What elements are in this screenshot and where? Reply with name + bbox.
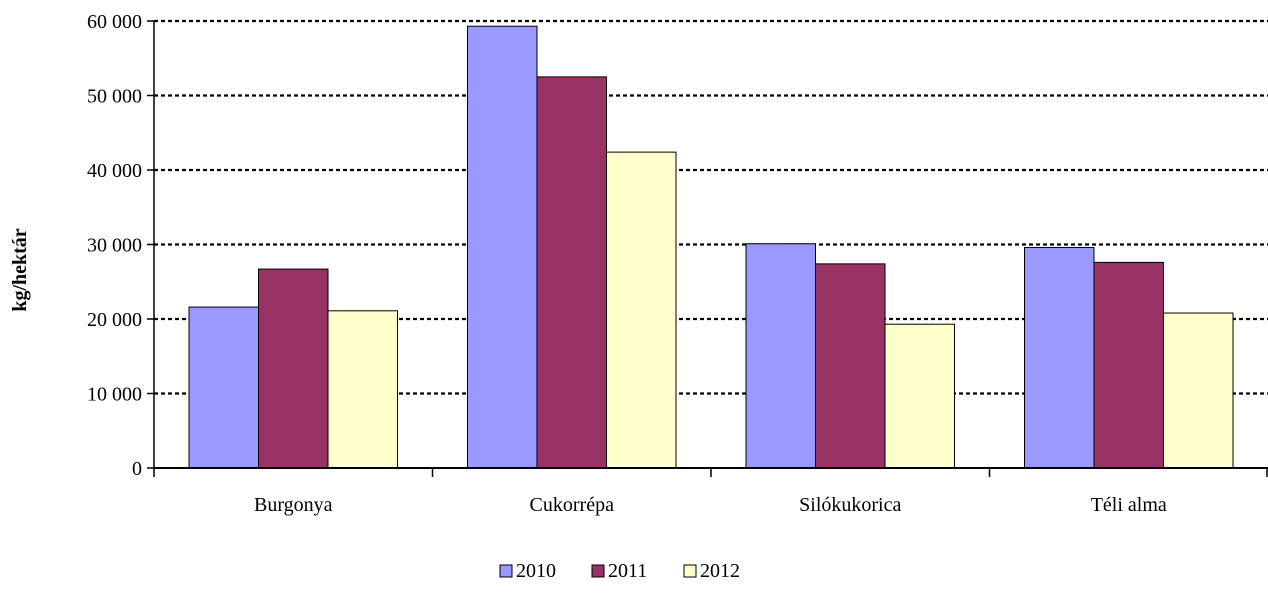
y-tick-label: 20 000 [87,309,142,331]
bar-2011 [258,268,329,469]
y-tick-label: 40 000 [87,160,142,182]
bar-2012 [884,323,955,469]
y-tick-label: 0 [132,458,142,480]
axes [147,20,1268,477]
bars [188,25,1234,469]
y-tick-labels: 0 10 000 20 000 30 000 40 000 50 000 60 000 [87,11,142,480]
bar-2012 [327,310,398,469]
bar-2010 [1024,246,1095,469]
bar-2012 [606,151,677,469]
legend-swatch-2011 [591,564,605,578]
bar-2010 [467,25,538,469]
legend-label-2011: 2011 [608,560,647,582]
bar-2011 [1093,261,1164,469]
bar-2011 [815,263,886,469]
bar-2012 [1163,312,1234,469]
y-tick-label: 60 000 [87,11,142,33]
legend-label-2012: 2012 [700,560,740,582]
legend-label-2010: 2010 [516,560,556,582]
y-tick-label: 30 000 [87,235,142,257]
y-axis-label: kg/hektár [9,228,31,311]
bar-2010 [188,306,259,469]
legend-swatch-2012 [683,564,697,578]
legend: 2010 2011 2012 [499,560,740,582]
x-tick-label: Silókukorica [799,494,901,516]
x-tick-labels: Burgonya Cukorrépa Silókukorica Téli alma [254,494,1167,516]
x-tick-label: Cukorrépa [530,494,615,516]
x-tick-label: Téli alma [1091,494,1167,516]
legend-swatch-2010 [499,564,513,578]
y-tick-label: 10 000 [87,384,142,406]
bar-2011 [536,76,607,469]
y-tick-label: 50 000 [87,86,142,108]
x-tick-label: Burgonya [254,494,333,516]
bar-2010 [745,243,816,469]
